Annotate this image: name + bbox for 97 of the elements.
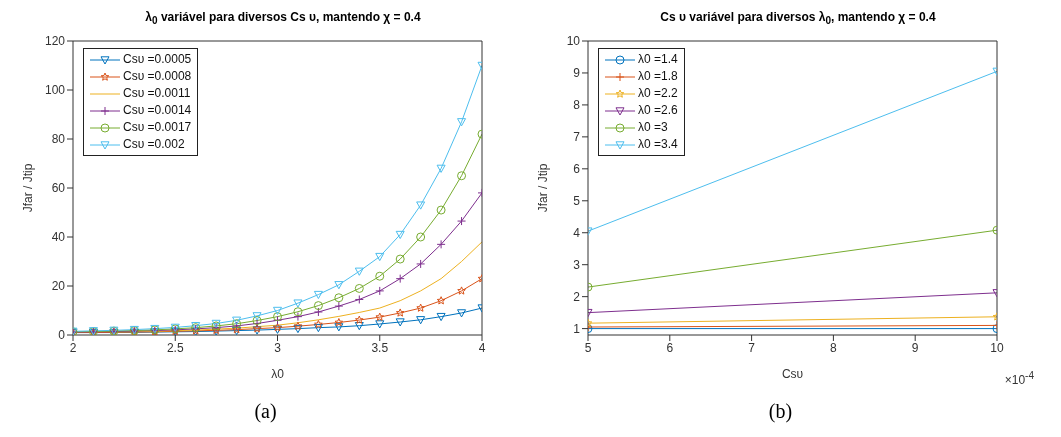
point (416, 232, 426, 242)
y-axis-title: Jfar / Jtip (536, 163, 551, 213)
point (313, 290, 323, 300)
point (334, 323, 344, 332)
x-tick-label: 9 (911, 340, 919, 355)
point (416, 316, 426, 325)
y-tick-label: 5 (573, 194, 581, 209)
x-tick-label: 2.5 (166, 340, 184, 355)
point (416, 259, 426, 269)
y-tick-label: 4 (573, 226, 581, 240)
point (232, 316, 242, 325)
x-axis-title: Csυ (781, 367, 804, 381)
legend-label: Csυ =0.0014 (123, 102, 192, 119)
point (436, 239, 446, 249)
point (293, 324, 303, 334)
point (293, 312, 303, 322)
y-tick-label: 3 (573, 257, 581, 272)
x-tick-label: 8 (830, 340, 838, 355)
point (436, 296, 446, 305)
point (395, 254, 405, 264)
point (457, 171, 467, 181)
legend-label: λ0 =2.6 (638, 102, 678, 119)
x-tick-label: 3 (274, 340, 282, 355)
point (293, 307, 303, 317)
point (375, 286, 385, 296)
x-tick-label: 10 (990, 340, 1004, 355)
x-tick-label: 3.5 (371, 340, 389, 355)
point (313, 301, 323, 311)
point (416, 201, 426, 210)
y-tick-label: 2 (573, 289, 581, 304)
y-axis-title: Jfar / Jtip (21, 163, 36, 213)
point (395, 274, 405, 284)
point (395, 308, 405, 317)
point (457, 286, 466, 295)
point (355, 315, 364, 324)
y-tick-label: 60 (51, 181, 66, 196)
legend-label: Csυ =0.002 (123, 136, 185, 153)
y-tick-label: 120 (44, 34, 66, 49)
y-tick-label: 0 (58, 328, 66, 343)
point (354, 283, 364, 293)
y-tick-label: 40 (51, 230, 66, 245)
point (375, 252, 385, 262)
point (293, 321, 303, 330)
point (375, 312, 385, 321)
point (395, 230, 405, 240)
point (314, 319, 323, 329)
point (416, 303, 425, 312)
point (375, 271, 385, 281)
y-tick-label: 100 (44, 83, 66, 98)
x-tick-label: 7 (748, 340, 756, 355)
y-tick-label: 8 (573, 98, 581, 113)
point (334, 293, 344, 303)
y-tick-label: 6 (573, 162, 581, 177)
point (436, 164, 446, 173)
x-axis-title: λ0 (271, 367, 285, 381)
point (334, 281, 344, 290)
point (395, 318, 405, 327)
chart-title: Cs υ variável para diversos λ$_{0}$, mantendo χ = 0.4 (659, 10, 937, 27)
x-tick-label: 2 (69, 340, 77, 355)
legend-label: Csυ =0.0008 (123, 68, 192, 85)
point (436, 205, 446, 215)
point (354, 294, 364, 304)
y-tick-label: 9 (573, 66, 581, 81)
x-tick-label: 6 (666, 340, 674, 355)
x-tick-label: 4 (478, 340, 486, 355)
legend-label: Csυ =0.0011 (123, 85, 191, 102)
y-tick-label: 20 (51, 279, 66, 294)
point (334, 318, 344, 327)
legend-label: λ0 =3.4 (638, 136, 678, 153)
point (354, 321, 364, 331)
point (293, 299, 303, 308)
point (436, 312, 446, 322)
text: (b) (767, 400, 794, 423)
legend-label: λ0 =1.4 (638, 51, 678, 68)
point (252, 312, 262, 321)
point (457, 118, 467, 127)
legend-label: Csυ =0.0005 (123, 51, 192, 68)
point (457, 216, 467, 226)
chart-title: λ$_{0}$ variável para diversos Cs υ, mantendo χ = 0.4 (144, 10, 422, 27)
x-tick-label: 5 (584, 340, 592, 355)
y-tick-label: 80 (51, 132, 66, 147)
legend-label: λ0 =3 (638, 119, 668, 136)
point (313, 307, 323, 317)
text: ×10$^{-4}$ (1004, 370, 1034, 387)
point (334, 301, 344, 311)
legend-label: λ0 =1.8 (638, 68, 678, 85)
legend-label: λ0 =2.2 (638, 85, 678, 102)
text: (a) (253, 400, 278, 423)
y-tick-label: 10 (566, 34, 581, 49)
point (354, 267, 364, 276)
legend-label: Csυ =0.0017 (123, 119, 192, 136)
y-tick-label: 7 (573, 130, 581, 145)
y-tick-label: 1 (573, 321, 581, 336)
point (273, 306, 282, 315)
point (313, 323, 323, 333)
point (375, 320, 385, 329)
point (457, 309, 467, 318)
